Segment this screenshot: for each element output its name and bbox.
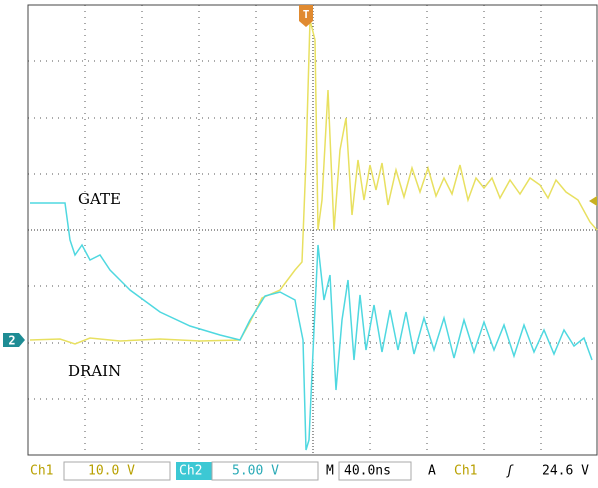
trigger-level: 24.6 V — [542, 464, 589, 479]
channel-marker: 2 — [8, 334, 15, 348]
trigger-slope: ʃ — [506, 464, 514, 479]
ch1-scale: 10.0 V — [88, 464, 135, 479]
trigger-source: Ch1 — [454, 464, 477, 479]
drain-label: DRAIN — [68, 362, 121, 380]
timebase-mode: M — [326, 464, 334, 479]
acquire-mode: A — [428, 464, 436, 479]
ch2-scale: 5.00 V — [232, 464, 279, 479]
timebase: 40.0ns — [344, 464, 391, 479]
gate-label: GATE — [78, 190, 121, 208]
ch1-label: Ch1 — [30, 464, 53, 479]
scope-screen: T 2 GATE DRAIN Ch1 10.0 V Ch2 5.00 V M 4… — [0, 0, 598, 484]
trigger-marker: T — [303, 8, 310, 21]
ch2-label: Ch2 — [179, 464, 202, 479]
background — [0, 0, 598, 484]
